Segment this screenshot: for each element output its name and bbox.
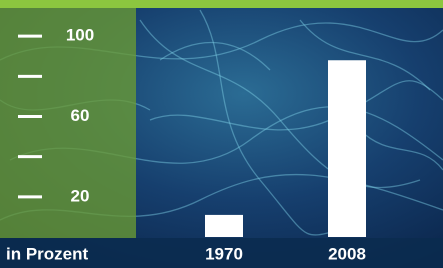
- x-tick-label: 1970: [205, 244, 243, 263]
- y-tick-label: 20: [71, 186, 90, 205]
- bar: [328, 60, 366, 237]
- x-tick-label: 2008: [328, 244, 366, 263]
- page: in Prozent 206010019702008 (() => { cons…: [0, 0, 443, 268]
- top-strip: [0, 0, 443, 8]
- y-tick-label: 100: [66, 26, 94, 45]
- chart: in Prozent 20 60 100 1970 2008: [0, 0, 443, 268]
- y-axis-label: in Prozent: [6, 244, 89, 263]
- y-tick-label: 60: [71, 106, 90, 125]
- bar: [205, 215, 243, 237]
